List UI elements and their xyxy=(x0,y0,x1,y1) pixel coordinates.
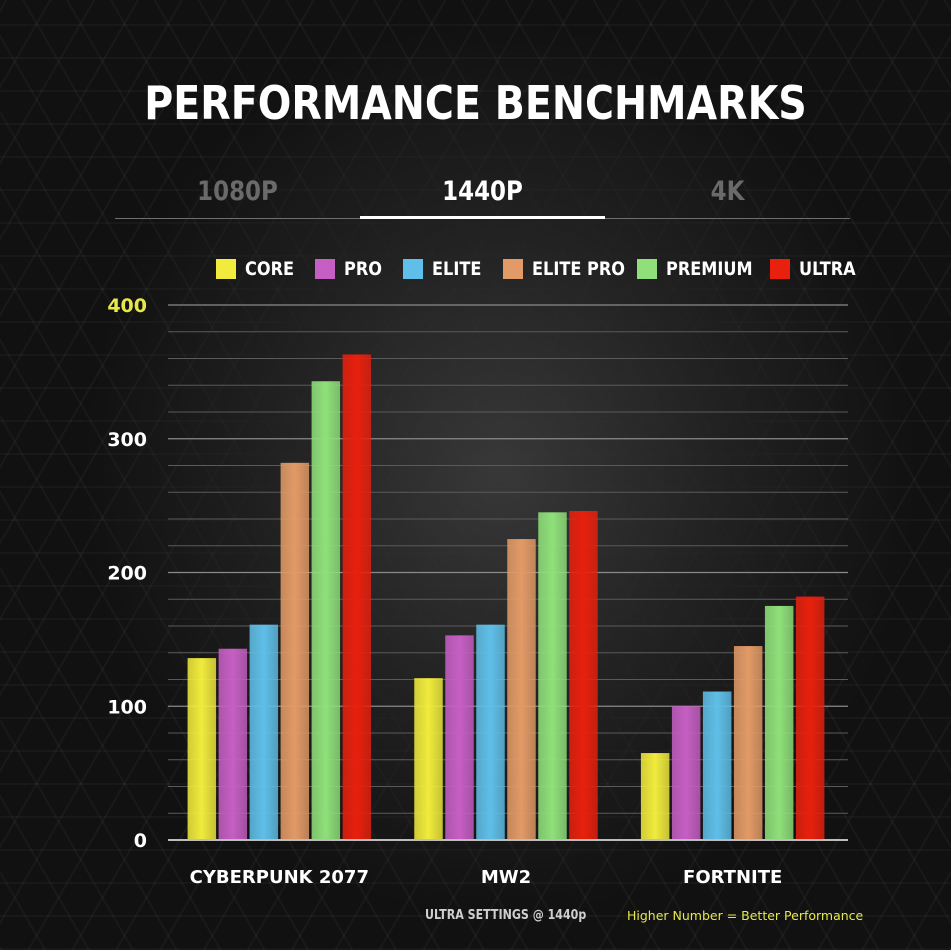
bar-core xyxy=(640,753,670,840)
bar-premium xyxy=(764,605,794,840)
legend-label-core: CORE xyxy=(245,258,295,280)
legend-label-pro: PRO xyxy=(344,258,383,280)
y-tick-label: 300 xyxy=(107,429,147,451)
legend-swatch-ultra xyxy=(770,259,790,279)
bar-elite-pro xyxy=(733,646,763,840)
legend-swatch-elite xyxy=(403,259,423,279)
chart-legend: CORE PRO ELITE ELITE PRO PREMIUM ULTRA xyxy=(0,256,951,282)
legend-item-pro: PRO xyxy=(315,256,389,282)
y-tick-label: 100 xyxy=(107,696,147,718)
page-title: PERFORMANCE BENCHMARKS xyxy=(144,76,807,130)
x-tick-label: FORTNITE xyxy=(683,867,782,888)
bar-elite xyxy=(702,691,732,840)
legend-item-ultra: ULTRA xyxy=(770,256,866,282)
bar-core xyxy=(187,658,217,840)
legend-item-elite: ELITE xyxy=(403,256,490,282)
bar-ultra xyxy=(795,596,825,840)
bar-core xyxy=(414,678,443,840)
tab-4k[interactable]: 4K xyxy=(710,176,745,207)
tab-1080p[interactable]: 1080P xyxy=(197,176,278,207)
bar-elite xyxy=(249,624,279,840)
legend-label-ultra: ULTRA xyxy=(799,258,856,280)
y-tick-label: 200 xyxy=(107,563,147,585)
bar-premium xyxy=(311,381,341,840)
bar-elite-pro xyxy=(507,539,536,840)
tab-1440p[interactable]: 1440P xyxy=(442,176,523,207)
active-tab-indicator xyxy=(360,216,605,219)
legend-item-core: CORE xyxy=(216,256,303,282)
bar-pro xyxy=(671,706,701,840)
legend-swatch-premium xyxy=(637,259,657,279)
legend-label-elite: ELITE xyxy=(432,258,482,280)
legend-swatch-elite-pro xyxy=(503,259,523,279)
legend-swatch-core xyxy=(216,259,236,279)
x-tick-label: MW2 xyxy=(481,867,531,888)
legend-item-elite-pro: ELITE PRO xyxy=(503,256,641,282)
settings-note: ULTRA SETTINGS @ 1440p xyxy=(425,908,587,923)
bar-ultra xyxy=(342,354,372,840)
bar-premium xyxy=(538,512,567,840)
x-tick-label: CYBERPUNK 2077 xyxy=(190,867,369,888)
bar-ultra xyxy=(569,510,598,840)
legend-label-premium: PREMIUM xyxy=(666,258,753,280)
resolution-tabs: 1080P 1440P 4K xyxy=(115,170,850,220)
legend-swatch-pro xyxy=(315,259,335,279)
bar-elite-pro xyxy=(280,462,310,840)
bar-pro xyxy=(218,648,248,840)
performance-note: Higher Number = Better Performance xyxy=(627,908,864,923)
bar-elite xyxy=(476,624,505,840)
bar-pro xyxy=(445,635,474,840)
legend-item-premium: PREMIUM xyxy=(637,256,768,282)
legend-label-elite-pro: ELITE PRO xyxy=(532,258,626,280)
y-tick-label: 0 xyxy=(134,830,147,852)
y-tick-label: 400 xyxy=(107,295,147,317)
